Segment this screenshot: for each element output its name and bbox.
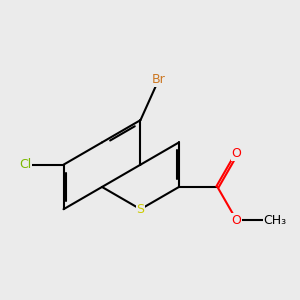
Text: CH₃: CH₃ bbox=[263, 214, 286, 227]
Text: S: S bbox=[136, 203, 145, 216]
Text: O: O bbox=[232, 147, 242, 160]
Text: Br: Br bbox=[152, 73, 166, 86]
Text: O: O bbox=[232, 214, 242, 227]
Text: Cl: Cl bbox=[19, 158, 31, 171]
